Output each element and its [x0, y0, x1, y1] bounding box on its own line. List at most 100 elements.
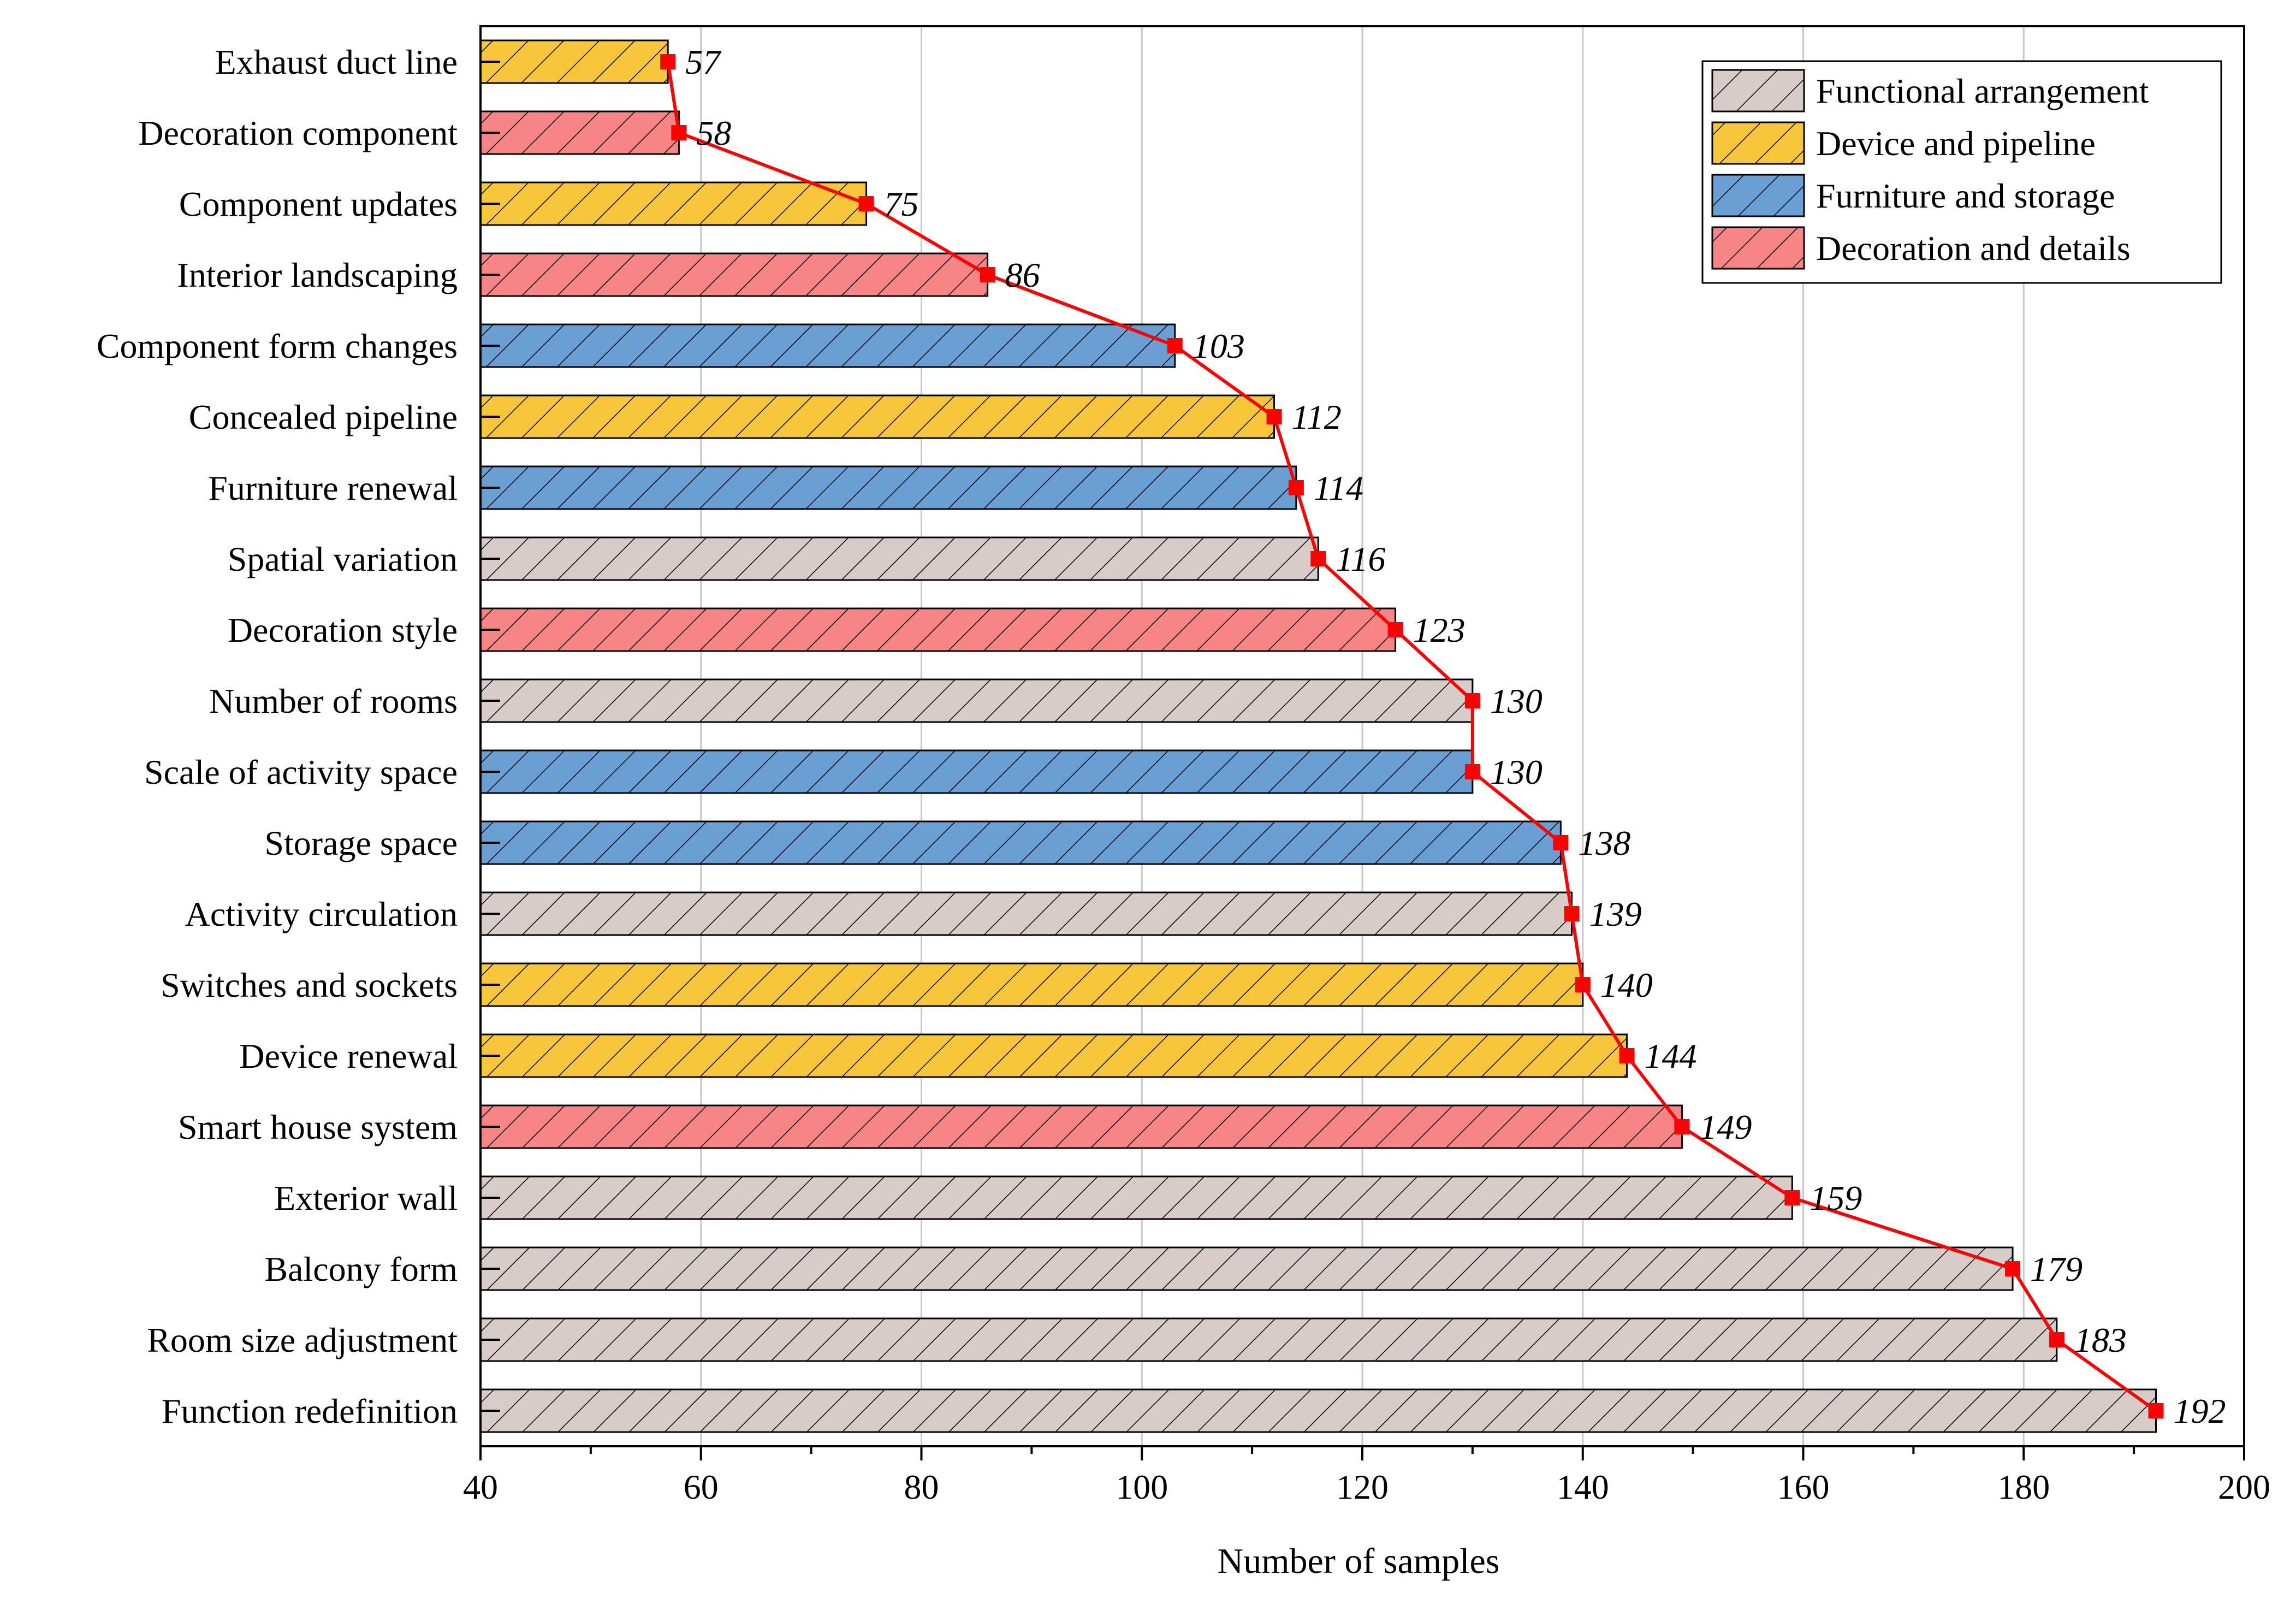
legend-item-4: Decoration and details: [1711, 226, 2131, 270]
marker-16: [1674, 1119, 1690, 1134]
marker-4: [980, 267, 995, 282]
legend-label-2: Device and pipeline: [1816, 124, 2096, 163]
value-label-12: 138: [1578, 824, 1630, 862]
bar-19: [479, 1317, 2058, 1362]
value-label-3: 75: [884, 185, 919, 223]
category-label-2: Decoration component: [138, 114, 458, 152]
x-tick-label-200: 200: [2218, 1468, 2270, 1506]
value-label-2: 58: [696, 114, 731, 152]
marker-17: [1784, 1190, 1800, 1205]
value-label-11: 130: [1490, 753, 1542, 791]
x-tick-label-140: 140: [1557, 1468, 1609, 1506]
x-tick-label-120: 120: [1336, 1468, 1389, 1506]
marker-5: [1167, 338, 1183, 353]
category-label-3: Component updates: [179, 185, 458, 223]
value-label-20: 192: [2174, 1392, 2226, 1430]
value-label-6: 112: [1292, 398, 1342, 436]
x-tick-label-80: 80: [904, 1468, 939, 1506]
trend-line: [660, 54, 2164, 1418]
value-label-5: 103: [1193, 327, 1245, 365]
bar-8: [479, 536, 1319, 581]
marker-18: [2005, 1261, 2021, 1276]
value-label-9: 123: [1413, 611, 1466, 649]
x-tick-label-180: 180: [1997, 1468, 2050, 1506]
value-label-1: 57: [685, 43, 722, 81]
category-label-4: Interior landscaping: [177, 256, 458, 294]
bar-1: [479, 39, 669, 84]
marker-6: [1266, 409, 1282, 424]
value-label-7: 114: [1314, 469, 1363, 507]
x-tick-label-60: 60: [684, 1468, 719, 1506]
marker-2: [671, 125, 687, 140]
value-label-10: 130: [1490, 682, 1542, 720]
legend-label-1: Functional arrangement: [1816, 72, 2149, 110]
value-label-19: 183: [2074, 1321, 2127, 1359]
category-label-8: Spatial variation: [228, 540, 458, 578]
bar-4: [479, 252, 989, 297]
category-label-14: Switches and sockets: [161, 966, 458, 1004]
x-axis-title: Number of samples: [1218, 1541, 1500, 1581]
category-label-9: Decoration style: [228, 611, 458, 649]
category-label-17: Exterior wall: [274, 1179, 458, 1217]
category-label-18: Balcony form: [264, 1250, 458, 1288]
value-label-13: 139: [1589, 895, 1642, 933]
category-label-15: Device renewal: [239, 1037, 458, 1075]
category-label-1: Exhaust duct line: [215, 43, 458, 81]
category-label-5: Component form changes: [97, 327, 458, 365]
bar-10: [479, 678, 1474, 723]
marker-20: [2148, 1403, 2164, 1418]
category-label-19: Room size adjustment: [147, 1321, 458, 1359]
trend-polyline: [666, 61, 2157, 1412]
bar-7: [479, 465, 1297, 510]
x-tick-label-40: 40: [463, 1468, 498, 1506]
value-label-14: 140: [1600, 966, 1653, 1004]
marker-12: [1553, 835, 1569, 850]
value-label-4: 86: [1005, 256, 1040, 294]
marker-11: [1464, 764, 1480, 779]
legend-item-1: Functional arrangement: [1711, 69, 2149, 113]
legend-label-4: Decoration and details: [1816, 229, 2131, 268]
category-label-10: Number of rooms: [209, 682, 458, 720]
bar-3: [479, 181, 868, 226]
marker-15: [1619, 1048, 1635, 1063]
bar-15: [479, 1033, 1628, 1078]
value-label-16: 149: [1699, 1108, 1752, 1146]
marker-19: [2049, 1332, 2064, 1347]
bar-17: [479, 1175, 1793, 1220]
marker-10: [1464, 693, 1480, 708]
bar-9: [479, 607, 1397, 652]
marker-14: [1575, 977, 1591, 992]
value-label-18: 179: [2030, 1250, 2083, 1288]
bar-5: [479, 323, 1176, 368]
marker-13: [1564, 906, 1580, 921]
bar-20: [479, 1388, 2157, 1433]
x-tick-label-100: 100: [1116, 1468, 1168, 1506]
marker-1: [660, 54, 676, 69]
value-label-8: 116: [1336, 540, 1385, 578]
category-label-6: Concealed pipeline: [189, 398, 458, 436]
marker-9: [1387, 622, 1403, 637]
marker-8: [1310, 551, 1326, 566]
x-tick-label-160: 160: [1777, 1468, 1830, 1506]
category-label-20: Function redefinition: [162, 1392, 458, 1430]
axes: Exhaust duct line Decoration component Com…: [97, 25, 2270, 1506]
value-label-17: 159: [1809, 1179, 1862, 1217]
legend-label-3: Furniture and storage: [1816, 176, 2115, 215]
value-labels: 57 58 75 86 103 112 114 116 123 130 130 138 139 140 14…: [685, 43, 2226, 1430]
legend-item-3: Furniture and storage: [1711, 174, 2115, 217]
legend: Functional arrangement Device and pipelin…: [1701, 60, 2222, 284]
bar-18: [479, 1246, 2014, 1291]
bar-12: [479, 820, 1562, 865]
bar-13: [479, 891, 1573, 936]
category-label-7: Furniture renewal: [208, 469, 458, 507]
value-label-15: 144: [1645, 1037, 1697, 1075]
category-label-11: Scale of activity space: [144, 753, 458, 791]
bar-11: [479, 749, 1474, 794]
bar-6: [479, 394, 1275, 439]
bar-16: [479, 1104, 1683, 1149]
bar-14: [479, 962, 1584, 1007]
marker-7: [1288, 480, 1304, 495]
category-label-13: Activity circulation: [185, 895, 458, 933]
bar-2: [479, 110, 680, 155]
